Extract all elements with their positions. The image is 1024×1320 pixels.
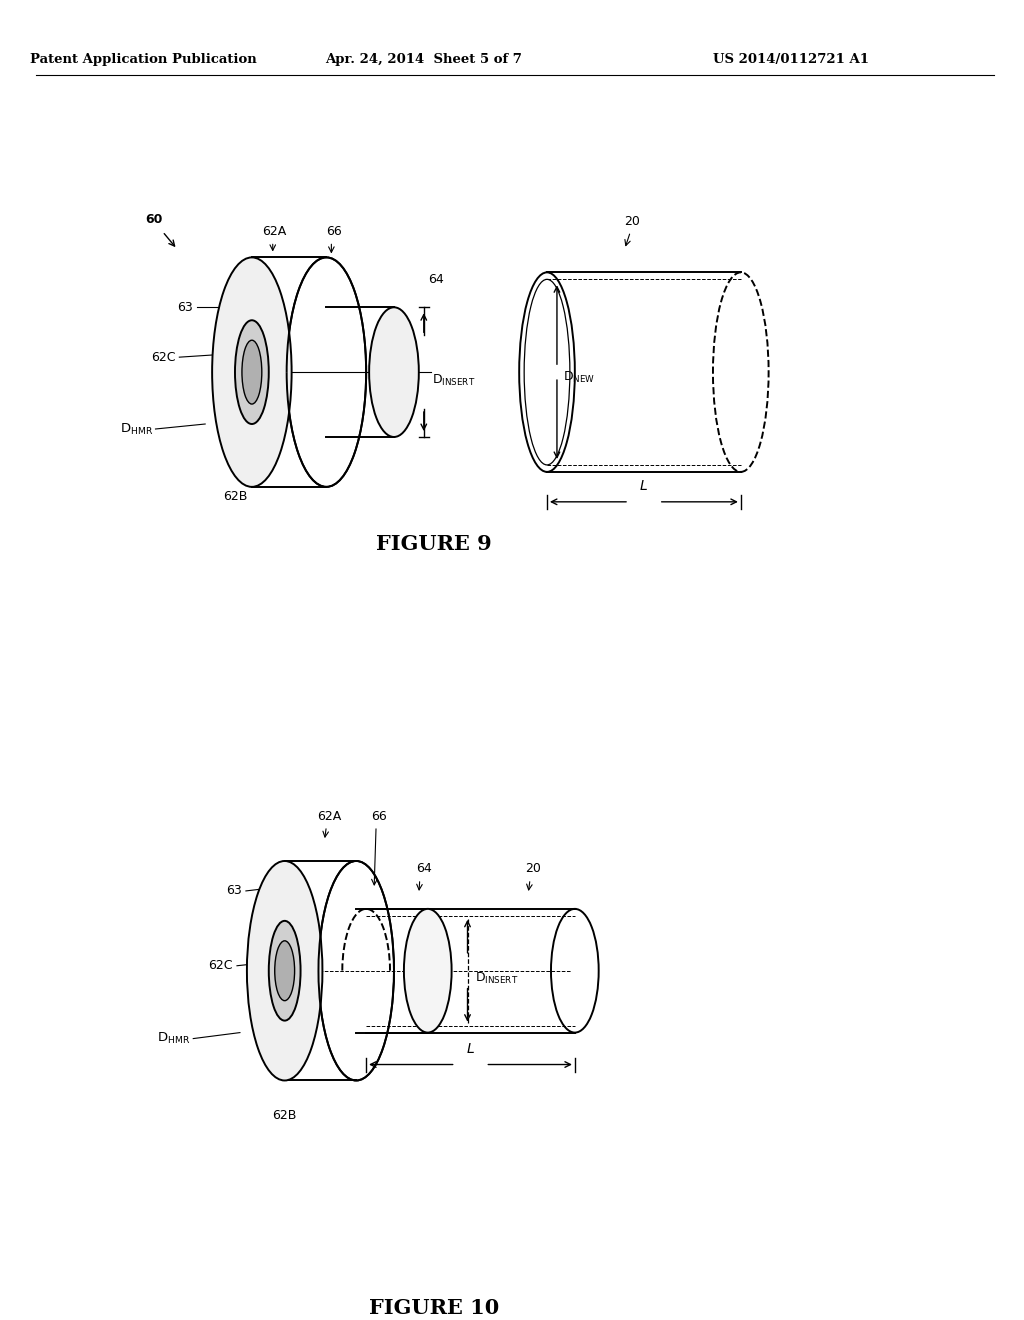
Text: 63: 63 (226, 884, 242, 898)
Text: FIGURE 9: FIGURE 9 (376, 533, 492, 553)
Text: 20: 20 (525, 862, 541, 875)
Text: 66: 66 (371, 809, 387, 822)
Text: D$_{\mathregular{HMR}}$: D$_{\mathregular{HMR}}$ (157, 1031, 190, 1047)
Text: D$_{\mathregular{INSERT}}$: D$_{\mathregular{INSERT}}$ (432, 372, 475, 388)
Text: 62C: 62C (209, 960, 233, 973)
Text: Patent Application Publication: Patent Application Publication (30, 53, 257, 66)
Ellipse shape (212, 257, 292, 487)
Text: L: L (640, 479, 648, 492)
Text: D$_{\mathregular{HMR}}$: D$_{\mathregular{HMR}}$ (120, 421, 154, 437)
Text: L: L (467, 1041, 474, 1056)
Text: 62A: 62A (262, 224, 287, 238)
Text: 64: 64 (416, 862, 432, 875)
Ellipse shape (247, 861, 323, 1081)
Text: 64: 64 (428, 273, 443, 286)
Text: D$_{\mathregular{NEW}}$: D$_{\mathregular{NEW}}$ (563, 370, 595, 384)
Text: FIGURE 10: FIGURE 10 (369, 1298, 499, 1317)
Text: 62C: 62C (151, 351, 175, 364)
Ellipse shape (268, 921, 301, 1020)
Ellipse shape (242, 341, 262, 404)
Text: 62B: 62B (272, 1109, 297, 1122)
Text: 66: 66 (327, 224, 342, 238)
Text: 62B: 62B (223, 490, 247, 503)
Ellipse shape (403, 909, 452, 1032)
Ellipse shape (369, 308, 419, 437)
Text: 63: 63 (177, 301, 194, 314)
Text: 60: 60 (144, 213, 162, 226)
Text: US 2014/0112721 A1: US 2014/0112721 A1 (714, 53, 869, 66)
Text: 20: 20 (625, 215, 640, 228)
Text: 62A: 62A (317, 809, 342, 822)
Ellipse shape (234, 321, 268, 424)
Text: Apr. 24, 2014  Sheet 5 of 7: Apr. 24, 2014 Sheet 5 of 7 (326, 53, 522, 66)
Text: D$_{\mathregular{INSERT}}$: D$_{\mathregular{INSERT}}$ (475, 972, 519, 986)
Ellipse shape (274, 941, 295, 1001)
